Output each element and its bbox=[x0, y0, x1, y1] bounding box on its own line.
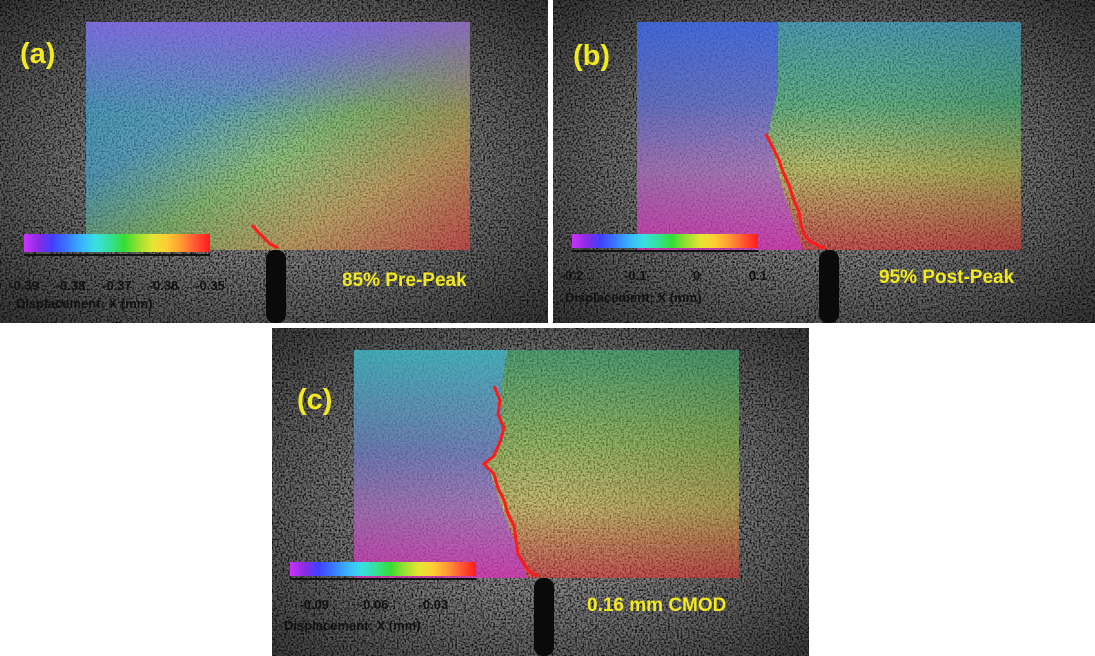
panel-label: (c) bbox=[297, 384, 333, 416]
colorbar-tick-labels: -0.09 -0.06 -0.03 bbox=[290, 597, 476, 613]
panel-caption: 85% Pre-Peak bbox=[342, 270, 467, 291]
tick-label: -0.2 bbox=[560, 268, 584, 283]
tick-label: -0.1 bbox=[624, 268, 647, 283]
crack-line bbox=[481, 385, 539, 578]
colorbar-title: Displacement: X (mm) bbox=[16, 296, 153, 311]
colorbar-axis bbox=[572, 250, 758, 260]
tick-label: -0.39 bbox=[9, 278, 39, 293]
panel-c: (c) -0.09 -0.06 -0.03 Displacement: X (m… bbox=[272, 328, 809, 656]
colorbar-gradient bbox=[24, 234, 210, 252]
colorbar bbox=[290, 562, 476, 580]
tick-label: -0.38 bbox=[55, 278, 86, 293]
tick-label: 0.1 bbox=[748, 268, 768, 283]
colorbar-gradient bbox=[290, 562, 476, 576]
panel-caption: 0.16 mm CMOD bbox=[587, 595, 727, 616]
colorbar-axis bbox=[290, 578, 476, 588]
colorbar-title: Displacement: X (mm) bbox=[565, 290, 702, 305]
tick-label: -0.36 bbox=[148, 278, 179, 293]
crack-line bbox=[764, 133, 826, 250]
tick-label: -0.06 bbox=[358, 597, 389, 612]
speckle-image bbox=[272, 328, 809, 656]
tick-label: -0.35 bbox=[195, 278, 225, 293]
tick-label: -0.37 bbox=[102, 278, 132, 293]
tick-label: -0.03 bbox=[418, 597, 449, 612]
panel-label: (b) bbox=[573, 40, 611, 72]
tick-label: 0 bbox=[692, 268, 701, 283]
panel-label: (a) bbox=[20, 38, 56, 70]
speckle-image bbox=[0, 0, 548, 323]
panel-caption: 95% Post-Peak bbox=[879, 267, 1015, 288]
tick-label: -0.09 bbox=[299, 597, 329, 612]
colorbar-title: Displacement: X (mm) bbox=[284, 618, 421, 633]
colorbar bbox=[24, 234, 210, 256]
colorbar-tick-labels: -0.39 -0.38 -0.37 -0.36 -0.35 bbox=[9, 278, 225, 294]
panel-a: (a) -0.39 -0.38 -0.37 -0.36 -0.35 Displa… bbox=[0, 0, 548, 323]
panel-b: (b) -0.2 -0.1 0 0.1 Displacement: X (mm)… bbox=[553, 0, 1095, 323]
colorbar-axis bbox=[24, 254, 210, 264]
crack-line bbox=[250, 224, 279, 250]
colorbar-gradient bbox=[572, 234, 758, 248]
colorbar bbox=[572, 234, 758, 252]
speckle-image bbox=[553, 0, 1095, 323]
colorbar-tick-labels: -0.2 -0.1 0 0.1 bbox=[561, 268, 767, 284]
